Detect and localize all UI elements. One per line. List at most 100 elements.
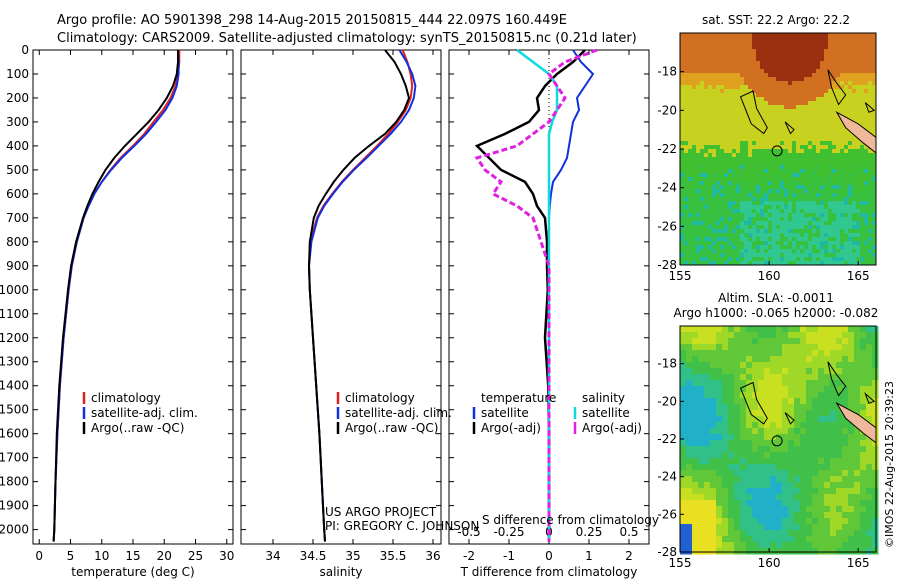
map-pixel xyxy=(724,61,729,66)
map-pixel xyxy=(716,145,721,150)
map-pixel xyxy=(748,109,753,114)
map-pixel xyxy=(692,53,697,58)
map-pixel xyxy=(818,488,825,495)
map-pixel xyxy=(764,173,769,178)
map-pixel xyxy=(744,141,749,146)
map-pixel xyxy=(692,446,699,453)
map-pixel xyxy=(770,530,777,537)
map-pixel xyxy=(860,49,865,54)
map-pixel xyxy=(716,193,721,198)
map-pixel xyxy=(782,368,789,375)
map-pixel xyxy=(716,470,723,477)
map-pixel xyxy=(794,476,801,483)
map-pixel xyxy=(764,109,769,114)
map-pixel xyxy=(680,380,687,387)
map-pixel xyxy=(804,197,809,202)
map-pixel xyxy=(748,173,753,178)
map-pixel xyxy=(776,506,783,513)
map-pixel xyxy=(756,37,761,42)
map-pixel xyxy=(770,410,777,417)
map-pixel xyxy=(704,185,709,190)
map-pixel xyxy=(866,410,873,417)
map-pixel xyxy=(776,73,781,78)
map-pixel xyxy=(836,229,841,234)
map-pixel xyxy=(828,213,833,218)
map-pixel xyxy=(772,133,777,138)
project-line1: US ARGO PROJECT xyxy=(325,505,437,519)
map-pixel xyxy=(728,428,735,435)
map-pixel xyxy=(692,422,699,429)
map-pixel xyxy=(704,233,709,238)
map-pixel xyxy=(740,542,747,549)
map-pixel xyxy=(860,145,865,150)
map-pixel xyxy=(716,548,723,555)
map-pixel xyxy=(860,512,867,519)
map-pixel xyxy=(768,93,773,98)
map-pixel xyxy=(788,482,795,489)
map-pixel xyxy=(796,229,801,234)
map-pixel xyxy=(812,404,819,411)
map-pixel xyxy=(808,145,813,150)
map-pixel xyxy=(830,446,837,453)
map-pixel xyxy=(804,149,809,154)
map-pixel xyxy=(712,117,717,122)
map-pixel xyxy=(710,548,717,555)
map-pixel xyxy=(744,181,749,186)
map-pixel xyxy=(684,37,689,42)
map-pixel xyxy=(704,225,709,230)
map-pixel xyxy=(732,233,737,238)
x-tick-top-label: 0.25 xyxy=(576,525,603,539)
map-pixel xyxy=(856,209,861,214)
map-pixel xyxy=(816,185,821,190)
map-pixel xyxy=(776,332,783,339)
map-pixel xyxy=(864,205,869,210)
map-pixel xyxy=(776,129,781,134)
temperature-legend-climatology: climatology xyxy=(91,391,161,405)
map-pixel xyxy=(840,213,845,218)
map-pixel xyxy=(796,205,801,210)
map-pixel xyxy=(712,181,717,186)
map-pixel xyxy=(698,326,705,333)
map-pixel xyxy=(788,398,795,405)
map-pixel xyxy=(716,69,721,74)
map-pixel xyxy=(860,392,867,399)
map-pixel xyxy=(728,165,733,170)
map-pixel xyxy=(708,101,713,106)
map-pixel xyxy=(794,458,801,465)
x-tick-top-label: 0.5 xyxy=(619,525,638,539)
map-pixel xyxy=(820,89,825,94)
map-pixel xyxy=(860,101,865,106)
map-pixel xyxy=(728,374,735,381)
map-y-tick-label: -22 xyxy=(657,142,677,156)
map-pixel xyxy=(724,97,729,102)
map-pixel xyxy=(800,422,807,429)
map-pixel xyxy=(722,458,729,465)
map-pixel xyxy=(680,53,685,58)
map-pixel xyxy=(872,45,877,50)
map-pixel xyxy=(796,249,801,254)
map-pixel xyxy=(856,97,861,102)
map-pixel xyxy=(734,326,741,333)
map-pixel xyxy=(740,476,747,483)
map-pixel xyxy=(764,165,769,170)
map-pixel xyxy=(836,350,843,357)
map-pixel xyxy=(716,33,721,38)
map-pixel xyxy=(688,125,693,130)
map-pixel xyxy=(856,217,861,222)
map-pixel xyxy=(768,241,773,246)
map-pixel xyxy=(770,482,777,489)
map-pixel xyxy=(784,61,789,66)
map-pixel xyxy=(824,37,829,42)
map-pixel xyxy=(736,157,741,162)
map-pixel xyxy=(716,356,723,363)
map-pixel xyxy=(770,380,777,387)
map-pixel xyxy=(772,177,777,182)
map-pixel xyxy=(700,41,705,46)
map-pixel xyxy=(848,173,853,178)
map-pixel xyxy=(860,173,865,178)
map-pixel xyxy=(828,177,833,182)
map-pixel xyxy=(816,73,821,78)
map-pixel xyxy=(748,205,753,210)
map-pixel xyxy=(808,97,813,102)
map-pixel xyxy=(698,350,705,357)
